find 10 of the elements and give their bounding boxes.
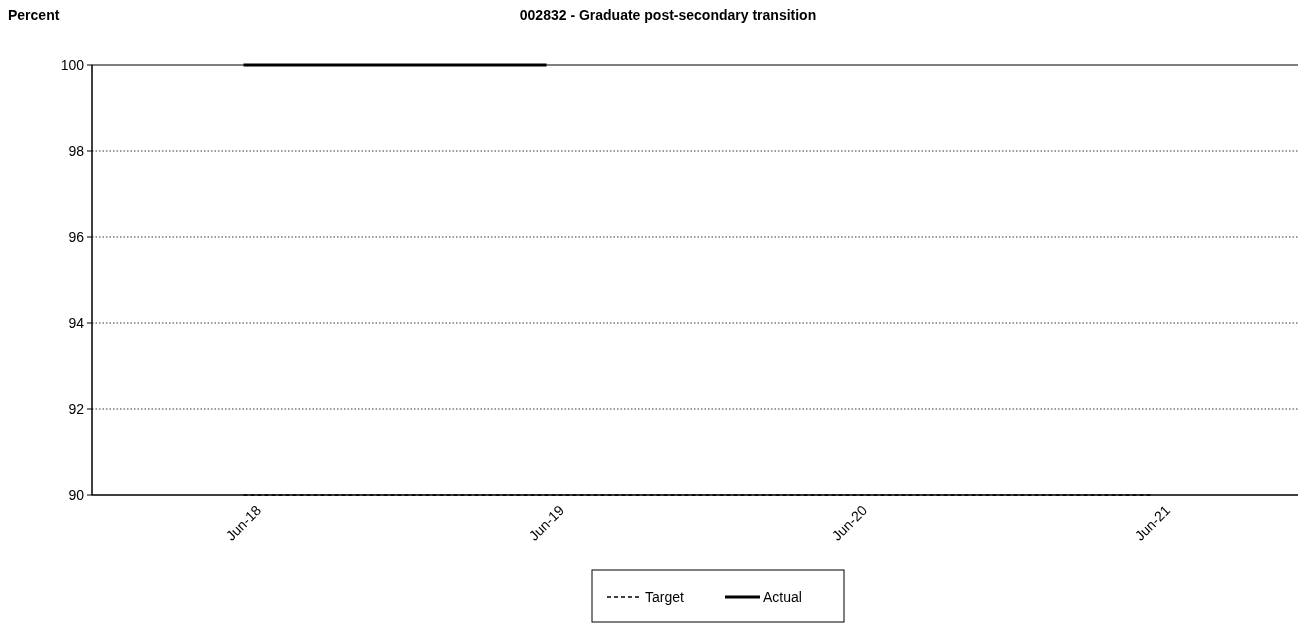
y-tick-label: 98 <box>68 142 85 159</box>
y-tick-label: 96 <box>68 228 85 245</box>
legend-label: Actual <box>763 588 802 605</box>
y-tick-label: 92 <box>68 400 85 417</box>
y-tick-label: 100 <box>60 56 85 73</box>
y-tick-label: 90 <box>68 486 85 503</box>
y-axis-title: Percent <box>8 7 60 23</box>
chart-title: 002832 - Graduate post-secondary transition <box>519 7 817 23</box>
legend-label: Target <box>645 588 685 605</box>
y-tick-label: 94 <box>68 314 85 331</box>
